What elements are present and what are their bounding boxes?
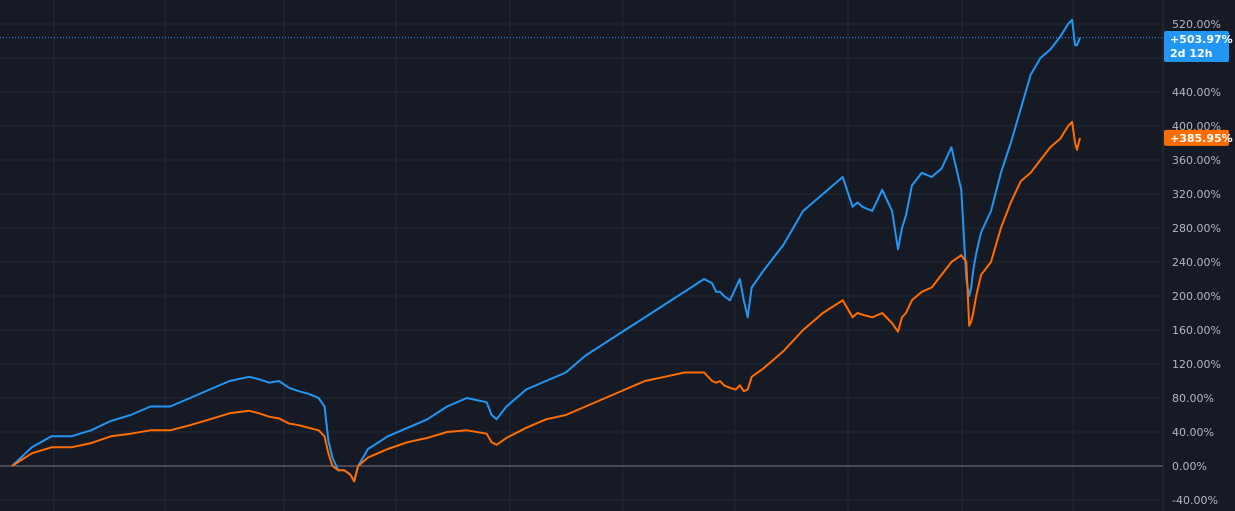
y-tick-label: 40.00%	[1172, 426, 1214, 439]
price-axis-bg	[1163, 0, 1235, 511]
y-tick-label: 360.00%	[1172, 154, 1221, 167]
y-tick-label: 440.00%	[1172, 86, 1221, 99]
badge-blue-timer: 2d 12h	[1170, 47, 1213, 60]
y-tick-label: 520.00%	[1172, 18, 1221, 31]
y-tick-label: 160.00%	[1172, 324, 1221, 337]
y-tick-label: 400.00%	[1172, 120, 1221, 133]
badge-blue-value: +503.97%	[1170, 33, 1233, 46]
y-tick-label: 280.00%	[1172, 222, 1221, 235]
badge-orange	[1164, 129, 1229, 146]
y-tick-label: 80.00%	[1172, 392, 1214, 405]
y-tick-label: 200.00%	[1172, 290, 1221, 303]
y-tick-label: 240.00%	[1172, 256, 1221, 269]
series-line-blue	[11, 18, 1081, 483]
badge-orange-value: +385.95%	[1170, 132, 1233, 145]
y-tick-label: 120.00%	[1172, 358, 1221, 371]
badge-blue	[1164, 31, 1229, 62]
badge-layer: +503.97%2d 12h +385.95%	[1164, 31, 1233, 146]
grid-layer	[0, 0, 1163, 511]
y-tick-label: 0.00%	[1172, 460, 1207, 473]
series-line-orange	[11, 120, 1081, 483]
series-layer	[0, 18, 1163, 483]
price-axis[interactable]: -40.00% 0.00% 40.00% 80.00% 120.00% 160.00% 20…	[1162, 0, 1235, 511]
y-tick-label: -40.00%	[1172, 494, 1218, 507]
y-tick-label: 320.00%	[1172, 188, 1221, 201]
